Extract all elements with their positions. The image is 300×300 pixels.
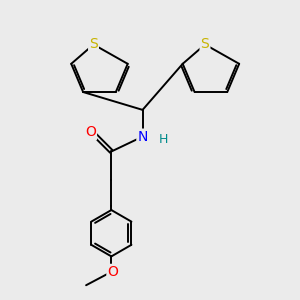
Text: O: O [85, 125, 96, 139]
Text: N: N [137, 130, 148, 144]
Text: O: O [107, 265, 118, 279]
Text: H: H [159, 133, 168, 146]
Text: S: S [89, 38, 98, 52]
Text: S: S [201, 38, 209, 52]
